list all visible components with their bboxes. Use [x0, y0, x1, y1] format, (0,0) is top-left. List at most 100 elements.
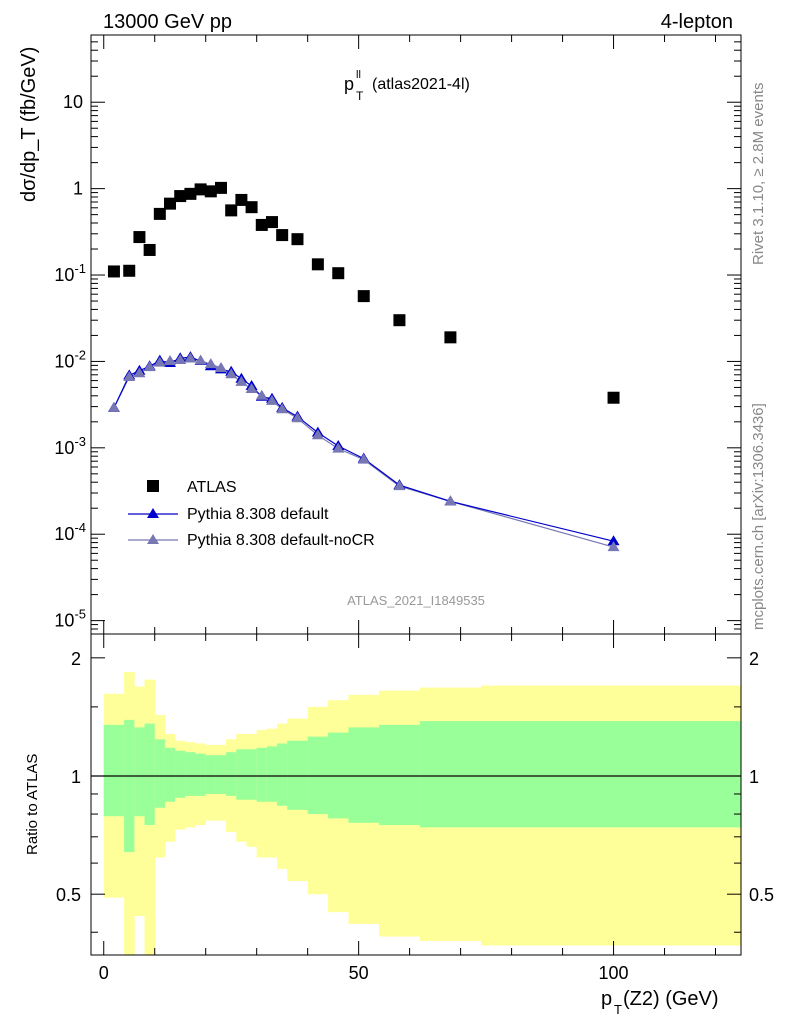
marker-nocr: [265, 394, 278, 405]
marker-atlas: [245, 201, 258, 214]
mcplots-label: mcplots.cern.ch [arXiv:1306.3436]: [750, 403, 767, 630]
marker-nocr: [174, 353, 187, 364]
ratio-tick-label-right: 0.5: [749, 885, 774, 905]
marker-atlas: [215, 181, 227, 194]
y-tick-label: 10: [63, 92, 83, 112]
ratio-tick-label-left: 0.5: [56, 885, 81, 905]
marker-nocr: [133, 367, 146, 378]
marker-nocr: [107, 401, 120, 412]
marker-atlas: [133, 231, 146, 244]
marker-atlas: [265, 216, 278, 229]
header-right: 4-lepton: [661, 11, 733, 33]
stat-uncertainty-band: [215, 755, 227, 794]
analysis-watermark: ATLAS_2021_I1849535: [347, 593, 485, 608]
rivet-label: Rivet 3.1.10, ≥ 2.8M events: [750, 83, 767, 266]
marker-atlas: [184, 187, 197, 200]
stat-uncertainty-band: [103, 724, 125, 817]
stat-uncertainty-band: [164, 747, 176, 802]
title-rest: (atlas2021-4l): [372, 76, 470, 93]
upper-ylabel: dσ/dp_T (fb/GeV): [18, 47, 40, 202]
ratio-tick-label-left: 1: [71, 767, 81, 787]
stat-uncertainty-band: [307, 736, 329, 815]
legend-marker-atlas: [147, 480, 159, 492]
y-tick-label: 10-5: [54, 607, 86, 631]
legend: ATLAS Pythia 8.308 default Pythia 8.308 …: [128, 479, 375, 549]
marker-nocr: [194, 354, 207, 365]
marker-nocr: [123, 371, 136, 382]
ratio-panel: 0 50 100 0.5 0.5 1 1 2 2: [56, 633, 774, 983]
ratio-tick-label-right: 1: [749, 767, 759, 787]
marker-nocr: [291, 412, 304, 423]
marker-nocr: [235, 375, 248, 386]
upper-panel: 10-5 10-4 10-3 10-2 10-1 1 10: [54, 34, 742, 635]
marker-nocr: [311, 429, 324, 440]
marker-nocr: [255, 389, 268, 400]
stat-uncertainty-band: [481, 721, 742, 828]
lower-frame: [90, 633, 742, 956]
stat-uncertainty-band: [256, 747, 268, 802]
marker-atlas: [143, 243, 156, 256]
legend-marker-nocr: [147, 534, 159, 544]
marker-atlas: [123, 264, 136, 277]
marker-atlas: [332, 267, 345, 280]
stat-uncertainty-band: [185, 752, 196, 796]
stat-uncertainty-band: [144, 723, 156, 826]
y-tick-label: 10-2: [54, 347, 86, 371]
xlabel-sub: T: [614, 1002, 622, 1017]
marker-atlas: [107, 265, 120, 278]
header-left: 13000 GeV pp: [103, 11, 232, 33]
marker-nocr: [143, 361, 156, 372]
marker-nocr: [245, 382, 258, 393]
y-tick-label: 1: [73, 179, 83, 199]
marker-nocr: [276, 403, 289, 414]
x-tick-label: 100: [599, 963, 629, 983]
marker-atlas: [311, 258, 324, 271]
marker-default: [607, 535, 620, 546]
legend-label-default: Pythia 8.308 default: [187, 506, 329, 523]
marker-nocr: [215, 361, 227, 372]
marker-nocr: [607, 541, 620, 552]
stat-uncertainty-band: [287, 740, 308, 810]
ratio-tick-label-left: 2: [71, 649, 81, 669]
x-tick-label: 50: [349, 963, 369, 983]
marker-nocr: [393, 480, 406, 491]
y-tick-label: 10-4: [54, 520, 86, 544]
stat-uncertainty-band: [226, 752, 237, 796]
upper-ylabel-text: dσ/dp_T (fb/GeV): [18, 47, 40, 202]
ratio-ylabel: Ratio to ATLAS: [24, 754, 41, 855]
marker-nocr: [153, 356, 166, 367]
marker-nocr: [332, 442, 345, 453]
stat-uncertainty-band: [124, 719, 135, 853]
marker-atlas: [235, 193, 248, 206]
stat-uncertainty-band: [134, 727, 145, 817]
title-sub: T: [356, 89, 364, 103]
xlabel-main: p: [601, 988, 612, 1010]
marker-atlas: [204, 185, 217, 198]
legend-label-nocr: Pythia 8.308 default-noCR: [187, 532, 375, 549]
plot-title: p ll T (atlas2021-4l): [344, 69, 470, 103]
stat-uncertainty-band: [195, 753, 207, 796]
y-tick-label: 10-3: [54, 434, 86, 458]
marker-atlas: [255, 218, 268, 231]
title-sup: ll: [356, 69, 361, 81]
marker-atlas: [153, 207, 166, 220]
marker-nocr: [204, 358, 217, 369]
ratio-tick-label-right: 2: [749, 649, 759, 669]
marker-atlas: [393, 314, 406, 327]
marker-nocr: [444, 495, 457, 506]
marker-atlas: [174, 190, 187, 203]
marker-atlas: [276, 229, 289, 242]
title-main: p: [344, 74, 354, 94]
marker-atlas: [164, 197, 177, 210]
stat-uncertainty-band: [277, 743, 288, 806]
stat-uncertainty-band: [419, 721, 482, 828]
stat-uncertainty-band: [246, 749, 257, 800]
marker-atlas: [225, 204, 238, 217]
marker-atlas: [194, 183, 207, 196]
x-tick-label: 0: [99, 963, 109, 983]
marker-nocr: [184, 352, 197, 363]
marker-nocr: [164, 355, 177, 366]
stat-uncertainty-band: [205, 755, 217, 794]
marker-nocr: [225, 368, 238, 379]
